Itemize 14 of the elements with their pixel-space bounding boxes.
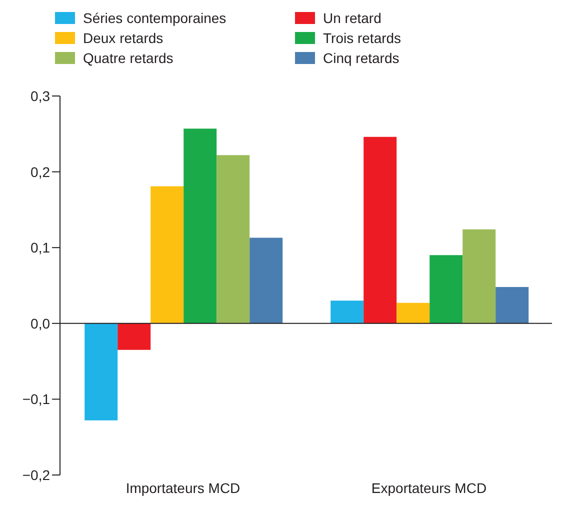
y-tick-label: 0,0 <box>30 315 50 332</box>
legend-label: Quatre retards <box>83 50 174 66</box>
y-tick-label: −0,2 <box>22 466 50 483</box>
legend-label: Deux retards <box>83 30 164 46</box>
y-tick-label: 0,3 <box>30 88 50 104</box>
x-tick-label: Exportateurs MCD <box>371 480 487 496</box>
legend-label: Cinq retards <box>323 50 400 66</box>
legend-label: Un retard <box>323 10 382 26</box>
y-tick-label: −0,1 <box>22 391 50 408</box>
legend-label: Séries contemporaines <box>83 10 226 26</box>
y-tick-label: 0,1 <box>30 240 50 256</box>
y-tick-label: 0,2 <box>30 164 50 180</box>
x-tick-label: Importateurs MCD <box>126 480 240 496</box>
legend-label: Trois retards <box>323 30 402 46</box>
